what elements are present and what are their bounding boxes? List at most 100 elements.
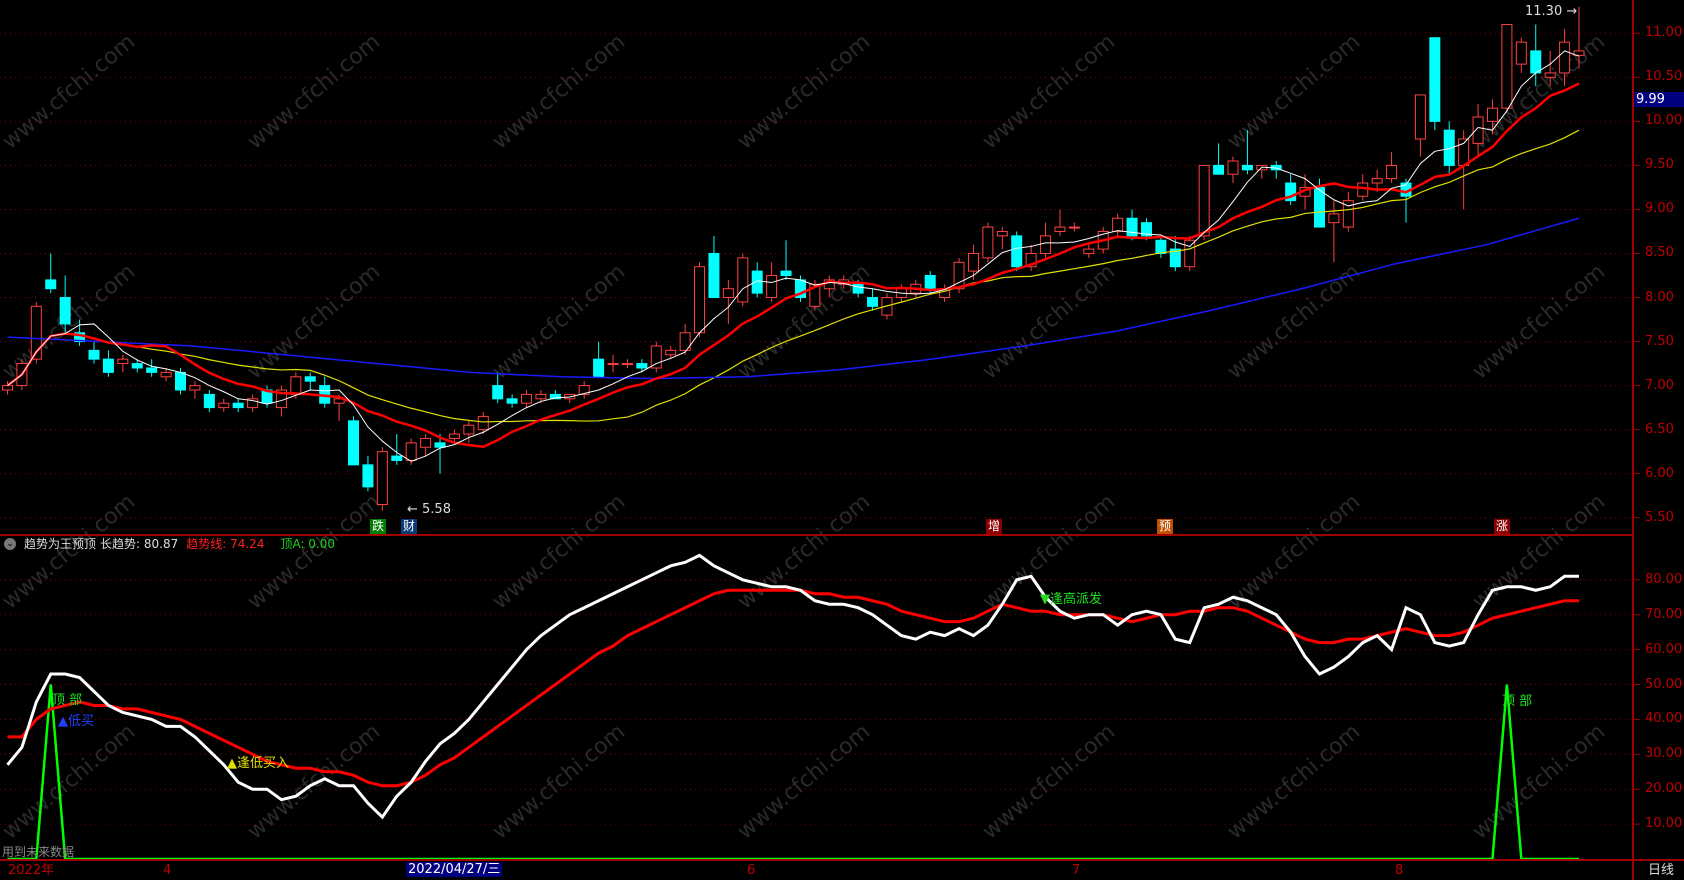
candle-down <box>59 297 71 325</box>
candle-down <box>867 297 879 307</box>
long-trend-value: 长趋势: 80.87 <box>100 537 179 551</box>
candle-up <box>982 226 994 259</box>
candle-down <box>1155 239 1167 254</box>
price-tick-label: 7.00 <box>1645 377 1674 393</box>
candle-down <box>1011 235 1023 268</box>
signal-buy-low: ▲逢低买入 <box>227 756 289 771</box>
price-tick-label: 8.00 <box>1645 289 1674 305</box>
watermark-text: www.cfchi.com <box>243 259 385 384</box>
candle-up <box>967 252 979 272</box>
indicator-lines <box>6 553 1579 861</box>
candle-down <box>708 252 720 299</box>
marker-fall: 跌 <box>370 519 387 534</box>
candle-up <box>160 371 172 378</box>
candle-up <box>405 442 417 461</box>
low-value: 5.58 <box>422 502 451 517</box>
candle-down <box>549 393 561 400</box>
indicator-tick-label: 60.00 <box>1645 641 1683 657</box>
watermark-text: www.cfchi.com <box>488 719 630 844</box>
date-label-jun: 6 <box>747 863 756 878</box>
candle-up <box>535 393 547 400</box>
watermark-text: www.cfchi.com <box>0 489 140 614</box>
marker-rise: 涨 <box>1494 519 1511 534</box>
candle-up <box>1112 217 1124 232</box>
candle-up <box>809 283 821 307</box>
watermark-text: www.cfchi.com <box>0 29 140 154</box>
candle-up <box>1371 178 1383 184</box>
candle-down <box>1241 164 1253 171</box>
collapse-chevron-icon[interactable]: ⌄ <box>4 537 16 550</box>
candle-down <box>1429 37 1441 122</box>
candle-down <box>391 455 403 461</box>
candle-up <box>1573 50 1585 56</box>
indicator-tick-label: 80.00 <box>1645 571 1683 587</box>
period-label[interactable]: 日线 <box>1648 863 1675 878</box>
date-label-apr: 4 <box>163 863 172 878</box>
watermark-text: www.cfchi.com <box>243 719 385 844</box>
watermark-text: www.cfchi.com <box>1223 719 1365 844</box>
candle-up <box>521 393 533 404</box>
trend-line <box>7 588 1579 788</box>
top-a-value: 顶A: 0.00 <box>280 537 336 551</box>
date-label-2022: 2022年 <box>8 863 55 878</box>
indicator-tick-label: 40.00 <box>1645 711 1683 727</box>
ma-long-line <box>7 217 1580 380</box>
candle-up <box>1068 226 1080 229</box>
watermark-text: www.cfchi.com <box>978 719 1120 844</box>
candle-up <box>420 437 432 448</box>
watermark-text: www.cfchi.com <box>1468 259 1610 384</box>
candle-up <box>1472 116 1484 144</box>
trend-line-value: 趋势线: 74.24 <box>186 537 265 551</box>
candle-up <box>621 363 633 366</box>
watermark-text: www.cfchi.com <box>978 29 1120 154</box>
low-price-label: ← 5.58 <box>407 502 451 517</box>
high-price-label: 11.30 → <box>1525 4 1578 19</box>
candle-down <box>45 279 57 290</box>
signal-low-buy: ▲低买 <box>58 714 94 729</box>
candle-up <box>376 451 388 505</box>
candle-down <box>146 367 158 373</box>
price-tick-label: 9.00 <box>1645 201 1674 217</box>
candle-up <box>1040 235 1052 254</box>
candle-up <box>477 415 489 431</box>
candle-down <box>203 393 215 409</box>
price-tick-label: 7.50 <box>1645 333 1674 349</box>
candle-down <box>1313 186 1325 228</box>
indicator-tick-label: 70.00 <box>1645 606 1683 622</box>
candle-down <box>780 270 792 277</box>
candle-up <box>463 424 475 435</box>
candle-up <box>679 332 691 351</box>
candle-down <box>362 464 374 488</box>
candle-up <box>218 402 230 409</box>
candle-down <box>1126 217 1138 237</box>
signal-top-2: 顶 部 <box>1502 694 1533 709</box>
candle-up <box>665 349 677 356</box>
candle-up <box>1025 252 1037 268</box>
price-tick-label: 10.50 <box>1645 69 1683 85</box>
current-price-badge: 9.99 <box>1634 92 1684 107</box>
price-tick-label: 8.50 <box>1645 245 1674 261</box>
watermark-text: www.cfchi.com <box>1468 719 1610 844</box>
candle-up <box>1501 23 1513 109</box>
candle-up <box>1227 160 1239 175</box>
watermark-text: www.cfchi.com <box>243 29 385 154</box>
watermark-text: www.cfchi.com <box>243 489 385 614</box>
date-label-aug: 8 <box>1395 863 1404 878</box>
date-label-jul: 7 <box>1072 863 1081 878</box>
candle-down <box>1169 248 1181 268</box>
candle-up <box>1386 164 1398 180</box>
marker-increase: 增 <box>986 519 1003 534</box>
watermark-text: www.cfchi.com <box>488 29 630 154</box>
indicator-tick-label: 10.00 <box>1645 816 1683 832</box>
candle-up <box>1342 200 1354 228</box>
candle-down <box>636 363 648 369</box>
candle-up <box>1486 107 1498 122</box>
candle-down <box>1530 50 1542 74</box>
top-a-line <box>7 684 1579 861</box>
indicator-tick-label: 20.00 <box>1645 781 1683 797</box>
candle-up <box>578 385 590 395</box>
future-data-note: 用到未来数据 <box>2 845 75 859</box>
candle-down <box>506 398 518 404</box>
ma10-line <box>6 82 1580 449</box>
